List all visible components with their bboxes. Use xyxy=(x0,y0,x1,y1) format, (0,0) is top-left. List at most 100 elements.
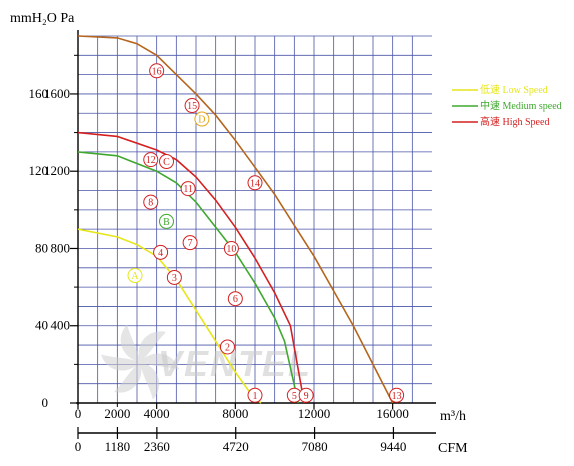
point-marker-circle xyxy=(180,181,196,197)
point-marker: 15 xyxy=(184,98,200,114)
watermark: VENTEL xyxy=(101,324,310,400)
point-marker-circle xyxy=(389,387,405,403)
y-tick-label-mm: 80 xyxy=(35,240,48,255)
x2-axis-unit-label: CFM xyxy=(438,441,468,456)
x-tick-label: 8000 xyxy=(222,406,248,421)
series-line-2 xyxy=(77,131,305,404)
point-marker-circle xyxy=(247,387,263,403)
point-marker-circle xyxy=(143,152,159,168)
point-marker-circle xyxy=(159,154,174,170)
point-marker-label: 8 xyxy=(148,198,153,209)
x-axis-unit-label: m³/h xyxy=(440,409,466,424)
point-marker-label: C xyxy=(163,157,170,168)
point-marker-label: 1 xyxy=(253,391,258,402)
point-marker-label: 7 xyxy=(188,238,193,249)
point-marker-label: 14 xyxy=(250,178,260,189)
x-tick-label: 12000 xyxy=(298,406,331,421)
y-tick-label-pa: 800 xyxy=(51,240,71,255)
point-marker-circle xyxy=(194,111,210,127)
series-lines xyxy=(77,35,394,404)
watermark-fan-blade xyxy=(114,362,142,393)
point-marker-circle xyxy=(182,235,198,251)
series-line-3 xyxy=(77,35,394,404)
point-marker: 14 xyxy=(247,175,263,191)
x-tick-label: 16000 xyxy=(376,406,409,421)
watermark-fan-blade xyxy=(140,353,179,370)
series-line-0 xyxy=(77,228,262,404)
axis-labels: mmH₂O Pa m³/h CFM xyxy=(10,11,468,456)
point-marker: 4 xyxy=(153,244,169,260)
point-marker: B xyxy=(159,213,174,229)
x-tick-label: 0 xyxy=(75,406,82,421)
point-marker: A xyxy=(127,268,143,284)
y-tick-label-mm: 160 xyxy=(29,86,49,101)
point-marker-label: A xyxy=(131,271,139,282)
y-tick-label-pa: 400 xyxy=(51,318,71,333)
point-marker: 13 xyxy=(389,387,405,403)
point-marker-circle xyxy=(143,194,159,210)
point-marker-circle xyxy=(159,213,174,229)
point-marker-label: 16 xyxy=(152,66,162,77)
legend-entry: 高速 High Speed xyxy=(480,115,549,128)
y-tick-label-mm: 40 xyxy=(35,318,48,333)
point-marker: 6 xyxy=(227,291,243,307)
point-marker: 1 xyxy=(247,387,263,403)
point-marker-label: 6 xyxy=(233,294,238,305)
x2-tick-label: 0 xyxy=(75,439,82,454)
legend: 低速 Low Speed 中速 Medium speed 高速 High Speed xyxy=(452,83,562,128)
point-marker-label: 11 xyxy=(183,184,193,195)
y-tick-label-pa: 1600 xyxy=(44,86,70,101)
point-marker-label: D xyxy=(198,115,205,126)
point-marker-label: 4 xyxy=(158,248,163,259)
point-marker-label: 13 xyxy=(392,391,402,402)
point-marker: 2 xyxy=(219,339,235,355)
legend-entry: 中速 Medium speed xyxy=(480,99,562,112)
point-marker-circle xyxy=(223,240,239,256)
x2-tick-label: 4720 xyxy=(223,439,249,454)
watermark-fan-icon xyxy=(101,324,179,400)
point-marker-circle xyxy=(219,339,235,355)
x-tick-label: 4000 xyxy=(144,406,170,421)
point-marker: 11 xyxy=(180,181,196,197)
point-marker-label: 12 xyxy=(146,155,156,166)
grid xyxy=(78,35,432,403)
watermark-fan-blade xyxy=(140,362,160,400)
point-marker: C xyxy=(159,154,174,170)
y-tick-label-pa: 1200 xyxy=(44,163,70,178)
point-marker: 7 xyxy=(182,235,198,251)
x-minor-tick-label: 2000 xyxy=(104,406,130,421)
point-marker: 16 xyxy=(149,63,165,79)
point-marker-label: 10 xyxy=(226,244,236,255)
point-marker-label: 2 xyxy=(225,342,230,353)
point-marker-circle xyxy=(127,268,143,284)
point-marker: 3 xyxy=(166,269,182,285)
point-marker: 10 xyxy=(223,240,239,256)
y-axis-unit-label: mmH₂O Pa xyxy=(10,11,75,26)
point-marker-circle xyxy=(153,244,169,260)
x2-tick-label: 1180 xyxy=(105,439,131,454)
point-marker-circle xyxy=(149,63,165,79)
point-marker-label: 5 xyxy=(292,391,297,402)
series-line-1 xyxy=(77,151,300,404)
y-tick-label-mm: 0 xyxy=(42,395,49,410)
x2-tick-label: 9440 xyxy=(380,439,406,454)
point-marker: 8 xyxy=(143,194,159,210)
point-marker: D xyxy=(194,111,210,127)
watermark-fan-blade xyxy=(101,354,140,371)
point-marker-circle xyxy=(298,387,314,403)
point-marker: 9 xyxy=(298,387,314,403)
point-marker-circle xyxy=(227,291,243,307)
x2-tick-label: 7080 xyxy=(302,439,328,454)
y-tick-label-mm: 120 xyxy=(29,163,49,178)
point-marker-circle xyxy=(166,269,182,285)
point-marker: 12 xyxy=(143,152,159,168)
point-marker-label: 3 xyxy=(172,273,177,284)
legend-entry: 低速 Low Speed xyxy=(480,83,548,96)
point-marker-label: 9 xyxy=(304,391,309,402)
point-marker-circle xyxy=(184,98,200,114)
watermark-fan-blade xyxy=(138,331,166,362)
point-marker-label: B xyxy=(163,217,170,228)
